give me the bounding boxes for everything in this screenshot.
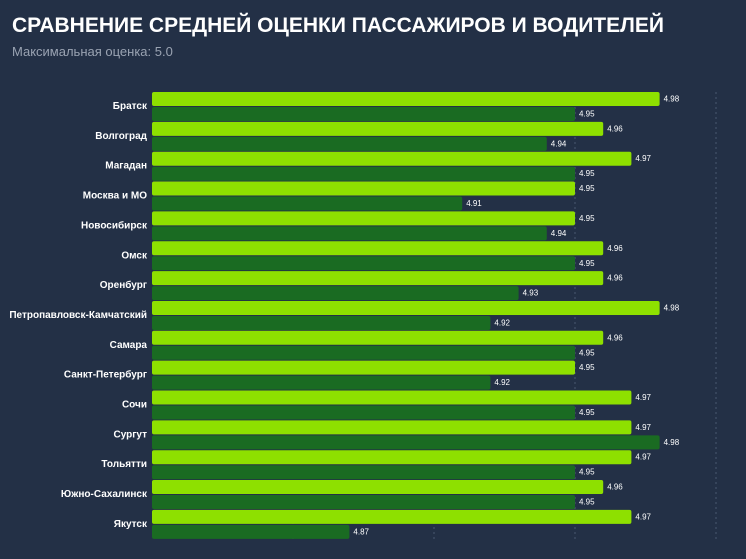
bar: [152, 107, 575, 121]
data-label: 4.96: [607, 124, 623, 133]
category-label: Омск: [121, 250, 148, 261]
data-label: 4.92: [494, 318, 510, 327]
category-label: Санкт-Петербург: [64, 369, 147, 381]
data-label: 4.95: [579, 408, 595, 417]
bar: [152, 435, 660, 450]
data-label: 4.94: [551, 139, 567, 148]
category-label: Тольятти: [101, 459, 147, 470]
bar: [152, 256, 575, 271]
data-label: 4.96: [607, 274, 623, 283]
bar: [152, 196, 463, 211]
bar: [152, 92, 660, 106]
category-label: Оренбург: [100, 279, 147, 291]
data-label: 4.96: [607, 244, 623, 253]
bar: [152, 241, 604, 256]
bar: [152, 509, 632, 524]
chart-subtitle: Максимальная оценка: 5.0: [12, 44, 173, 59]
bar: [152, 271, 604, 286]
data-label: 4.95: [579, 468, 595, 477]
category-label: Москва и МО: [83, 191, 147, 202]
data-label: 4.95: [579, 169, 595, 178]
data-label: 4.95: [579, 348, 595, 357]
data-label: 4.97: [635, 453, 651, 462]
data-label: 4.97: [635, 393, 651, 402]
bar: [152, 390, 632, 405]
data-label: 4.98: [664, 438, 680, 447]
data-label: 4.95: [579, 498, 595, 507]
bar: [152, 420, 632, 435]
data-label: 4.92: [494, 378, 510, 387]
bar: [152, 375, 491, 390]
category-label: Братск: [113, 101, 148, 112]
data-label: 4.97: [635, 423, 651, 432]
data-label: 4.93: [523, 289, 539, 298]
bar: [152, 524, 350, 539]
category-label: Магадан: [105, 161, 147, 172]
bar: [152, 315, 491, 330]
data-label: 4.87: [353, 527, 369, 536]
data-label: 4.98: [664, 95, 680, 104]
bar: [152, 480, 604, 495]
chart-title: СРАВНЕНИЕ СРЕДНЕЙ ОЦЕНКИ ПАССАЖИРОВ И ВО…: [12, 14, 664, 37]
bar: [152, 330, 604, 345]
bar: [152, 226, 547, 241]
data-label: 4.95: [579, 184, 595, 193]
bar: [152, 300, 660, 315]
data-label: 4.95: [579, 214, 595, 223]
bar: [152, 450, 632, 465]
data-label: 4.95: [579, 259, 595, 268]
bar: [152, 166, 575, 181]
category-label: Самара: [110, 340, 148, 351]
category-label: Петропавловск-Камчатский: [9, 310, 147, 321]
data-label: 4.96: [607, 483, 623, 492]
bar: [152, 405, 575, 420]
category-label: Южно-Сахалинск: [61, 489, 148, 500]
data-label: 4.91: [466, 199, 482, 208]
category-label: Сургут: [113, 429, 147, 440]
category-label: Волгоград: [95, 131, 147, 142]
bar: [152, 286, 519, 301]
data-label: 4.98: [664, 303, 680, 312]
bar: [152, 360, 575, 375]
category-label: Якутск: [114, 519, 148, 530]
data-label: 4.95: [579, 110, 595, 119]
category-label: Новосибирск: [81, 219, 148, 231]
bar: [152, 495, 575, 510]
bar: [152, 136, 547, 151]
data-label: 4.94: [551, 229, 567, 238]
data-label: 4.97: [635, 512, 651, 521]
category-label: Сочи: [122, 400, 147, 411]
bar: [152, 121, 604, 136]
data-label: 4.96: [607, 333, 623, 342]
bar: [152, 345, 575, 360]
bar: [152, 211, 575, 226]
data-label: 4.95: [579, 363, 595, 372]
bar: [152, 181, 575, 196]
bar: [152, 465, 575, 480]
bar: [152, 151, 632, 166]
data-label: 4.97: [635, 154, 651, 163]
